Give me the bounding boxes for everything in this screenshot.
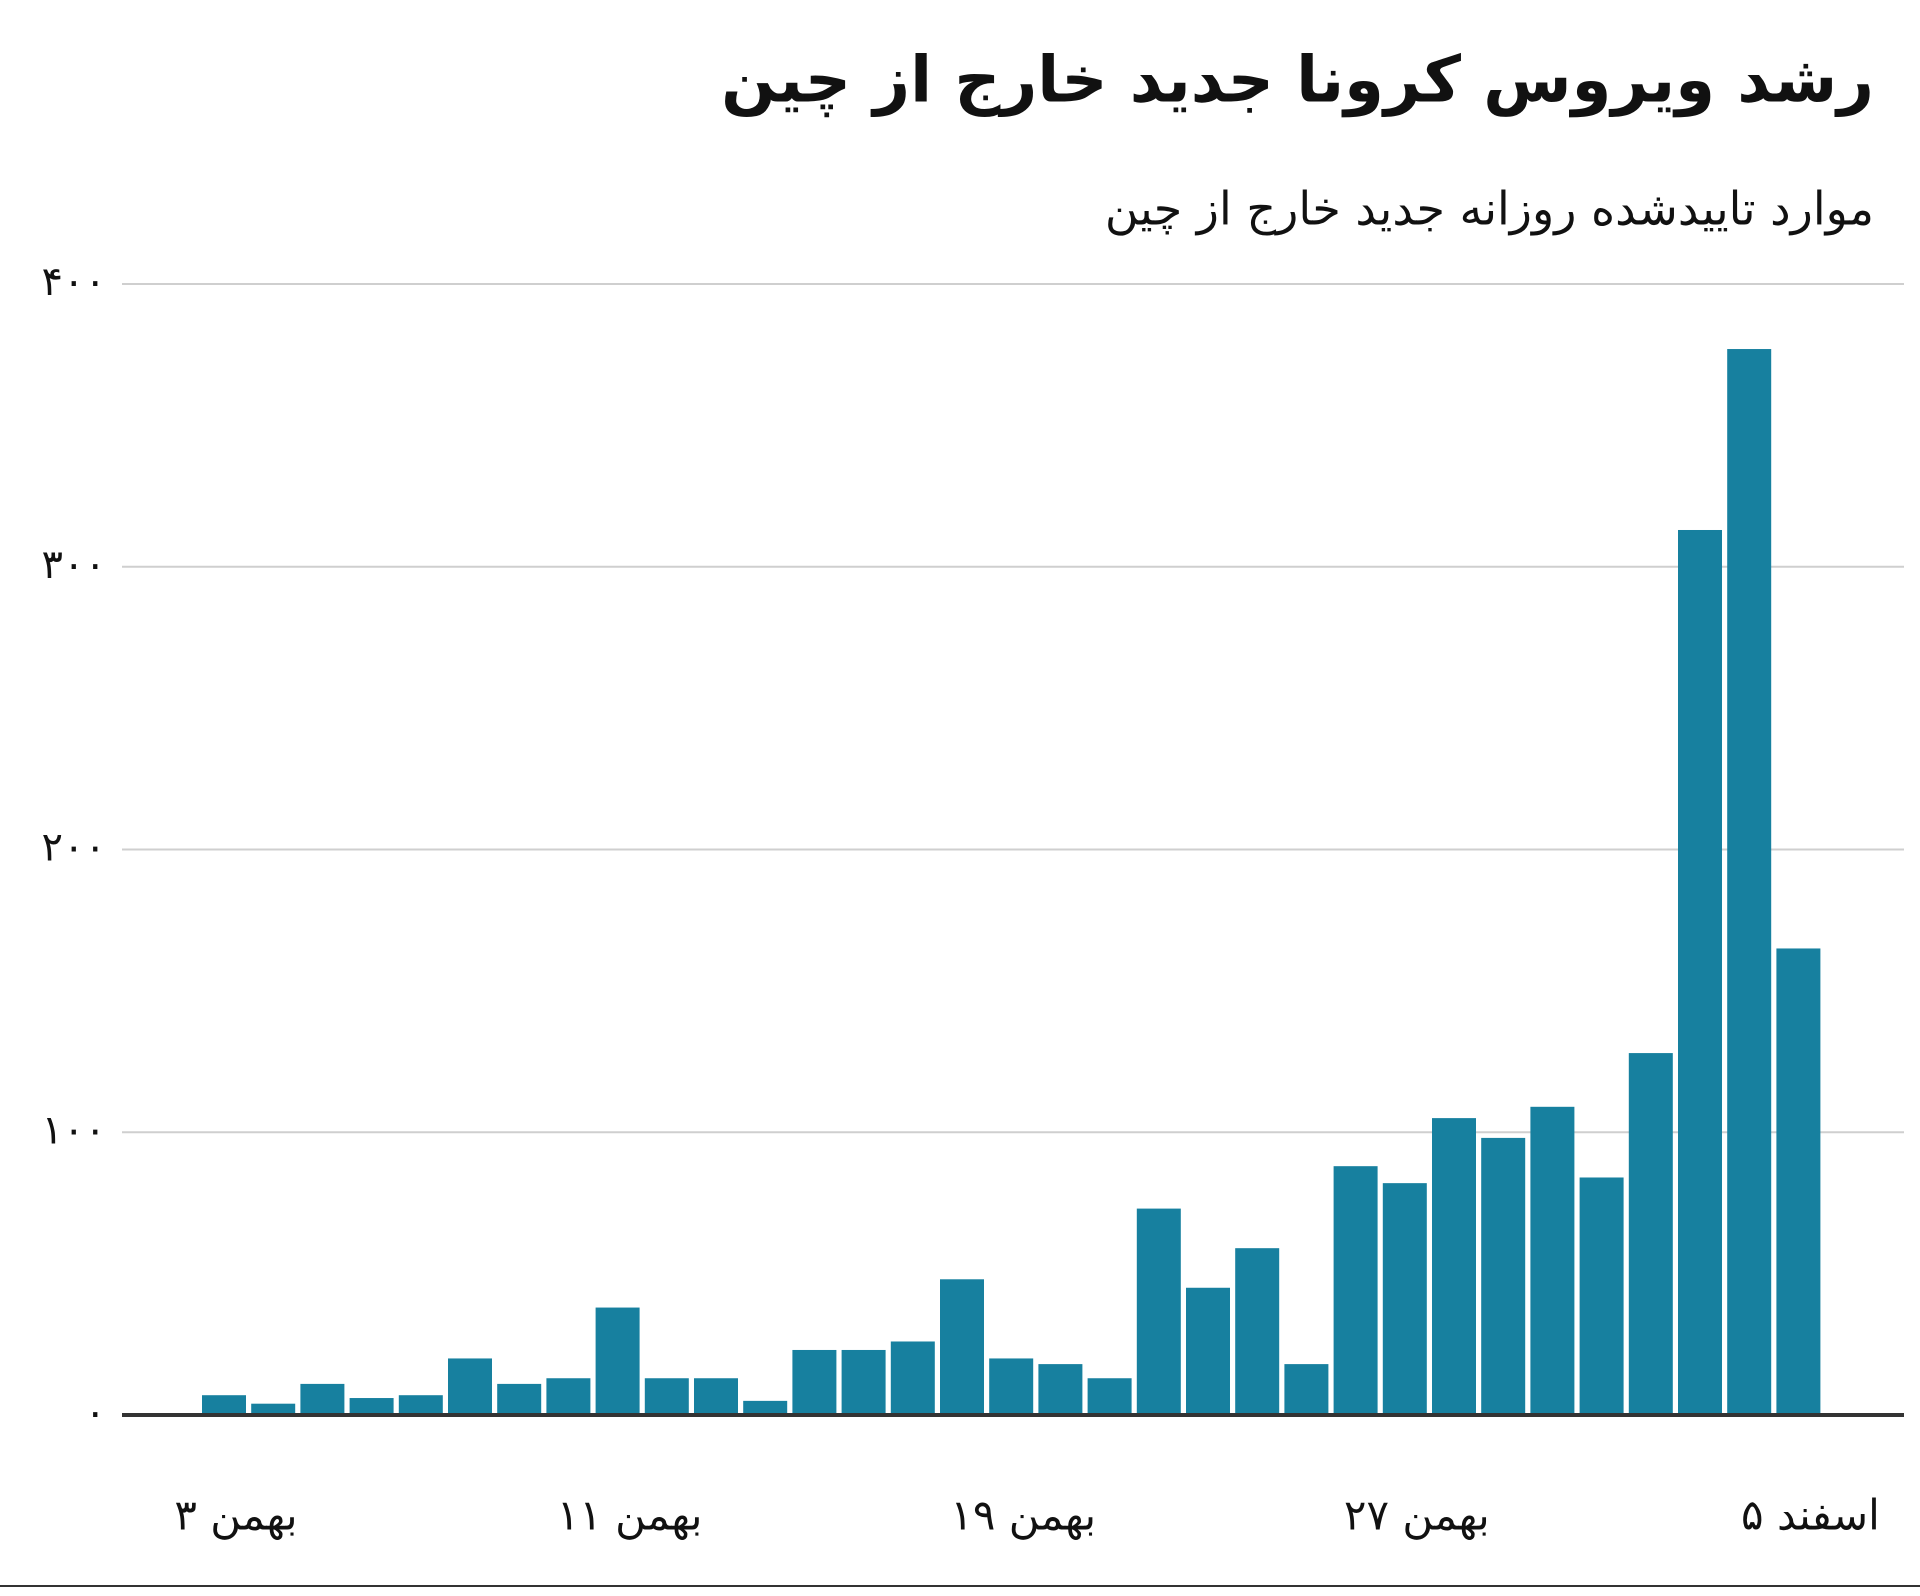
bar [546, 1378, 591, 1415]
bar [1530, 1106, 1575, 1415]
bar [1186, 1287, 1230, 1415]
bar [792, 1349, 837, 1415]
bar [1284, 1364, 1329, 1415]
bar [1333, 1166, 1378, 1415]
bar [694, 1378, 738, 1415]
bar [1678, 529, 1722, 1415]
bar [989, 1358, 1034, 1415]
bar [448, 1358, 492, 1415]
bar [841, 1349, 886, 1415]
chart-title: رشد ویروس کرونا جدید خارج از چین [721, 44, 1874, 118]
bar [202, 1395, 246, 1415]
bar [398, 1395, 443, 1415]
bar [1136, 1208, 1181, 1415]
bar [1432, 1118, 1476, 1415]
bar [1087, 1378, 1132, 1415]
chart-subtitle: موارد تاییدشده روزانه جدید خارج از چین [1105, 182, 1874, 237]
x-tick-label: ۲۷ بهمن [1344, 1491, 1490, 1541]
y-tick-label: ۲۰۰ [42, 825, 106, 871]
bar [940, 1279, 984, 1415]
bar [1628, 1053, 1673, 1415]
bar [251, 1403, 296, 1415]
bar [1235, 1248, 1280, 1415]
bar [349, 1398, 394, 1415]
y-tick-label: ۱۰۰ [42, 1107, 106, 1153]
bar [1038, 1364, 1083, 1415]
bar [1382, 1183, 1427, 1415]
bar [1579, 1177, 1624, 1415]
y-tick-label: ۳۰۰ [42, 542, 106, 588]
bar [497, 1383, 542, 1415]
y-tick-label: ۰ [85, 1390, 106, 1436]
x-tick-label: ۱۹ بهمن [950, 1491, 1096, 1541]
bar [1481, 1137, 1526, 1415]
x-tick-label: ۳ بهمن [174, 1491, 297, 1541]
x-tick-label: ۱۱ بهمن [557, 1491, 703, 1541]
bar [1727, 349, 1772, 1416]
bar [743, 1400, 788, 1415]
bar [644, 1378, 689, 1415]
bar [595, 1307, 640, 1415]
x-tick-label: ۵ اسفند [1741, 1491, 1880, 1540]
bar [890, 1341, 935, 1415]
y-tick-label: ۴۰۰ [42, 259, 106, 305]
bar [1776, 948, 1821, 1415]
bar [300, 1383, 345, 1415]
